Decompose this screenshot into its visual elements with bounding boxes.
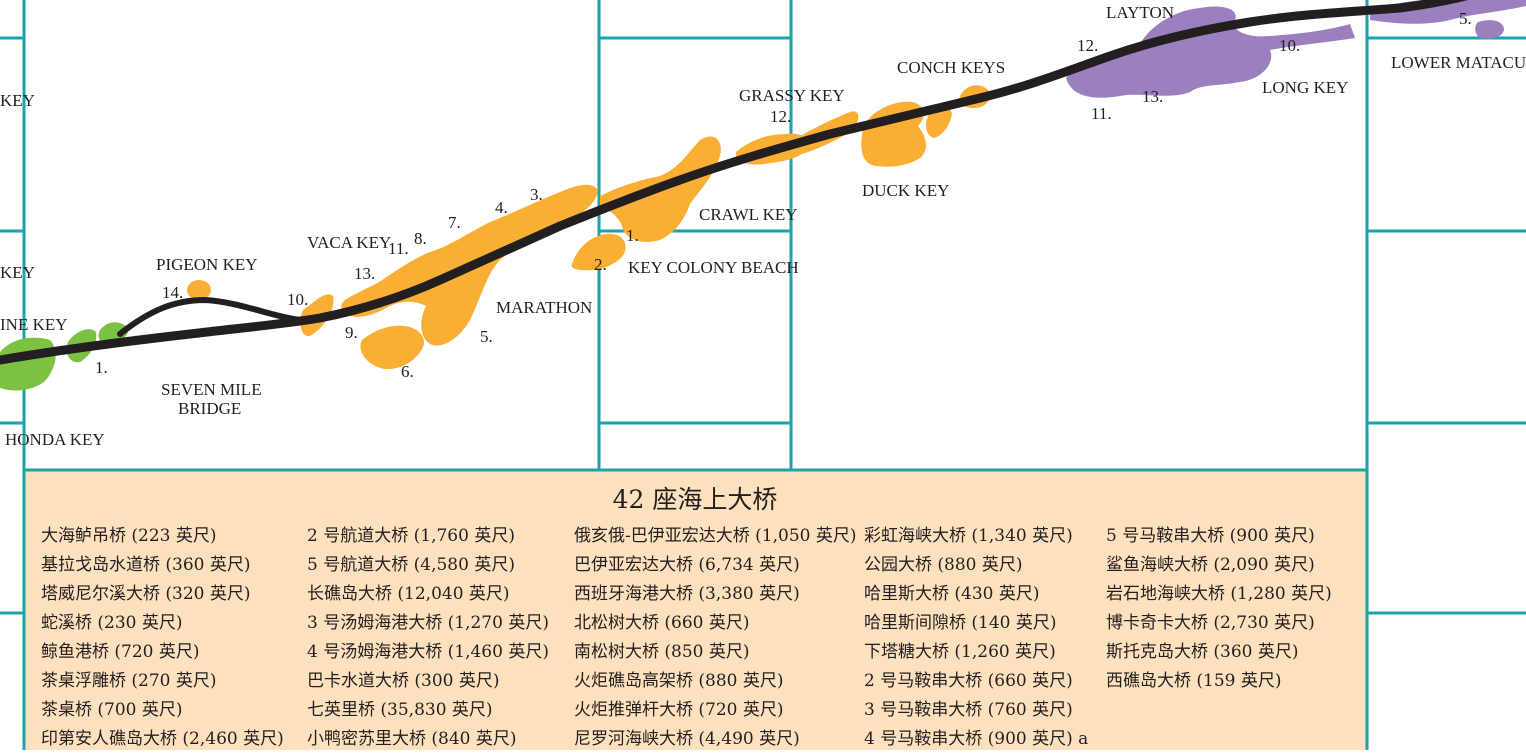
label-lower-matecumbe: LOWER MATACUM — [1391, 53, 1526, 72]
bridge-numbers: 5. 12. 10. 11. 13. 12. 3. 4. 7. 8. 11. 1… — [95, 9, 1472, 381]
legend-item: 3 号汤姆海港大桥 (1,270 英尺) — [307, 613, 549, 633]
legend-item: 2 号航道大桥 (1,760 英尺) — [307, 526, 515, 546]
legend-item: 博卡奇卡大桥 (2,730 英尺) — [1106, 613, 1315, 633]
legend-item: 岩石地海峡大桥 (1,280 英尺) — [1106, 584, 1332, 604]
bridge-number: 9. — [345, 323, 358, 342]
legend-item: 鲸鱼港桥 (720 英尺) — [41, 642, 200, 662]
legend-column-1: 大海鲈吊桥 (223 英尺) 基拉戈岛水道桥 (360 英尺) 塔威尼尔溪大桥 … — [41, 522, 284, 754]
legend-item: 基拉戈岛水道桥 (360 英尺) — [41, 555, 251, 575]
legend-item: 北松树大桥 (660 英尺) — [574, 613, 750, 633]
label-seven-mile-line1: SEVEN MILE — [161, 380, 262, 399]
bridge-number: 13. — [354, 264, 375, 283]
bridge-number: 7. — [448, 213, 461, 232]
bridge-number: 2. — [594, 255, 607, 274]
bridge-number: 8. — [414, 229, 427, 248]
legend-item: 大海鲈吊桥 (223 英尺) — [41, 526, 217, 546]
legend-column-3: 俄亥俄-巴伊亚宏达大桥 (1,050 英尺) 巴伊亚宏达大桥 (6,734 英尺… — [574, 522, 856, 754]
legend-item: 茶桌桥 (700 英尺) — [41, 700, 183, 720]
legend-column-2: 2 号航道大桥 (1,760 英尺) 5 号航道大桥 (4,580 英尺) 长礁… — [307, 522, 549, 754]
label-vaca-key: VACA KEY — [307, 233, 391, 252]
label-left-key-1: KEY — [0, 91, 35, 110]
legend-item: 火炬推弹杆大桥 (720 英尺) — [574, 700, 784, 720]
legend-item: 南松树大桥 (850 英尺) — [574, 642, 750, 662]
legend-item: 西班牙海港大桥 (3,380 英尺) — [574, 584, 800, 604]
bridge-number: 12. — [770, 107, 791, 126]
label-left-key-2: KEY — [0, 263, 35, 282]
legend-item: 七英里桥 (35,830 英尺) — [307, 700, 493, 720]
legend-background — [25, 471, 1366, 750]
bridge-number: 14. — [162, 283, 183, 302]
legend-item: 公园大桥 (880 英尺) — [864, 555, 1023, 575]
legend-item: 火炬礁岛高架桥 (880 英尺) — [574, 671, 784, 691]
legend-item: 俄亥俄-巴伊亚宏达大桥 (1,050 英尺) — [574, 526, 857, 546]
label-layton: LAYTON — [1106, 3, 1174, 22]
legend-item: 小鸭密苏里大桥 (840 英尺) — [307, 729, 517, 749]
legend-item: 5 号马鞍串大桥 (900 英尺) — [1106, 526, 1315, 546]
legend-column-5: 5 号马鞍串大桥 (900 英尺) 鲨鱼海峡大桥 (2,090 英尺) 岩石地海… — [1106, 522, 1332, 696]
label-key-colony-beach: KEY COLONY BEACH — [628, 258, 799, 277]
highway-us1 — [0, 0, 1468, 365]
bridge-number: 6. — [401, 362, 414, 381]
bridge-number: 11. — [388, 239, 409, 258]
legend-item: 巴卡水道大桥 (300 英尺) — [307, 671, 500, 691]
bridge-number: 10. — [1279, 36, 1300, 55]
legend-item: 斯托克岛大桥 (360 英尺) — [1106, 642, 1299, 662]
bridge-legend: 42 座海上大桥 大海鲈吊桥 (223 英尺) 基拉戈岛水道桥 (360 英尺)… — [24, 470, 1366, 750]
bridge-number: 5. — [480, 327, 493, 346]
label-marathon: MARATHON — [496, 298, 592, 317]
place-labels: LAYTON LOWER MATACUM LONG KEY CONCH KEYS… — [0, 3, 1526, 449]
bridge-number: 10. — [287, 290, 308, 309]
label-duck-key: DUCK KEY — [862, 181, 949, 200]
bridge-number: 4. — [495, 198, 508, 217]
legend-item: 彩虹海峡大桥 (1,340 英尺) — [864, 526, 1073, 546]
legend-item: 长礁岛大桥 (12,040 英尺) — [307, 584, 510, 604]
legend-item: 尼罗河海峡大桥 (4,490 英尺) — [574, 729, 800, 749]
label-seven-mile-line2: BRIDGE — [178, 399, 241, 418]
legend-title: 42 座海上大桥 — [612, 485, 778, 514]
legend-item: 茶桌浮雕桥 (270 英尺) — [41, 671, 217, 691]
legend-item: 蛇溪桥 (230 英尺) — [41, 613, 183, 633]
legend-item: 哈里斯间隙桥 (140 英尺) — [864, 613, 1057, 633]
label-pine-key: INE KEY — [0, 315, 68, 334]
bridge-number: 11. — [1091, 104, 1112, 123]
label-crawl-key: CRAWL KEY — [699, 205, 798, 224]
label-conch-keys: CONCH KEYS — [897, 58, 1005, 77]
legend-item: 鲨鱼海峡大桥 (2,090 英尺) — [1106, 555, 1315, 575]
legend-item: 5 号航道大桥 (4,580 英尺) — [307, 555, 515, 575]
bridge-number: 1. — [95, 358, 108, 377]
legend-item: 下塔糖大桥 (1,260 英尺) — [864, 642, 1056, 662]
legend-column-4: 彩虹海峡大桥 (1,340 英尺) 公园大桥 (880 英尺) 哈里斯大桥 (4… — [864, 522, 1088, 754]
bridge-number: 1. — [626, 226, 639, 245]
legend-item: 4 号汤姆海港大桥 (1,460 英尺) — [307, 642, 549, 662]
bridge-number: 12. — [1077, 36, 1098, 55]
legend-item: 塔威尼尔溪大桥 (320 英尺) — [41, 584, 251, 604]
legend-item: 哈里斯大桥 (430 英尺) — [864, 584, 1040, 604]
bridge-number: 3. — [530, 185, 543, 204]
label-grassy-key: GRASSY KEY — [739, 86, 845, 105]
legend-item: 印第安人礁岛大桥 (2,460 英尺) — [41, 729, 284, 749]
legend-item: 3 号马鞍串大桥 (760 英尺) — [864, 700, 1073, 720]
label-pigeon-key: PIGEON KEY — [156, 255, 258, 274]
legend-item: 西礁岛大桥 (159 英尺) — [1106, 671, 1282, 691]
bridge-number: 13. — [1142, 87, 1163, 106]
label-honda-key: HONDA KEY — [5, 430, 105, 449]
legend-item: 2 号马鞍串大桥 (660 英尺) — [864, 671, 1073, 691]
legend-item: 巴伊亚宏达大桥 (6,734 英尺) — [574, 555, 800, 575]
legend-item: 4 号马鞍串大桥 (900 英尺) a — [864, 729, 1089, 749]
label-long-key: LONG KEY — [1262, 78, 1348, 97]
bridge-number: 5. — [1459, 9, 1472, 28]
